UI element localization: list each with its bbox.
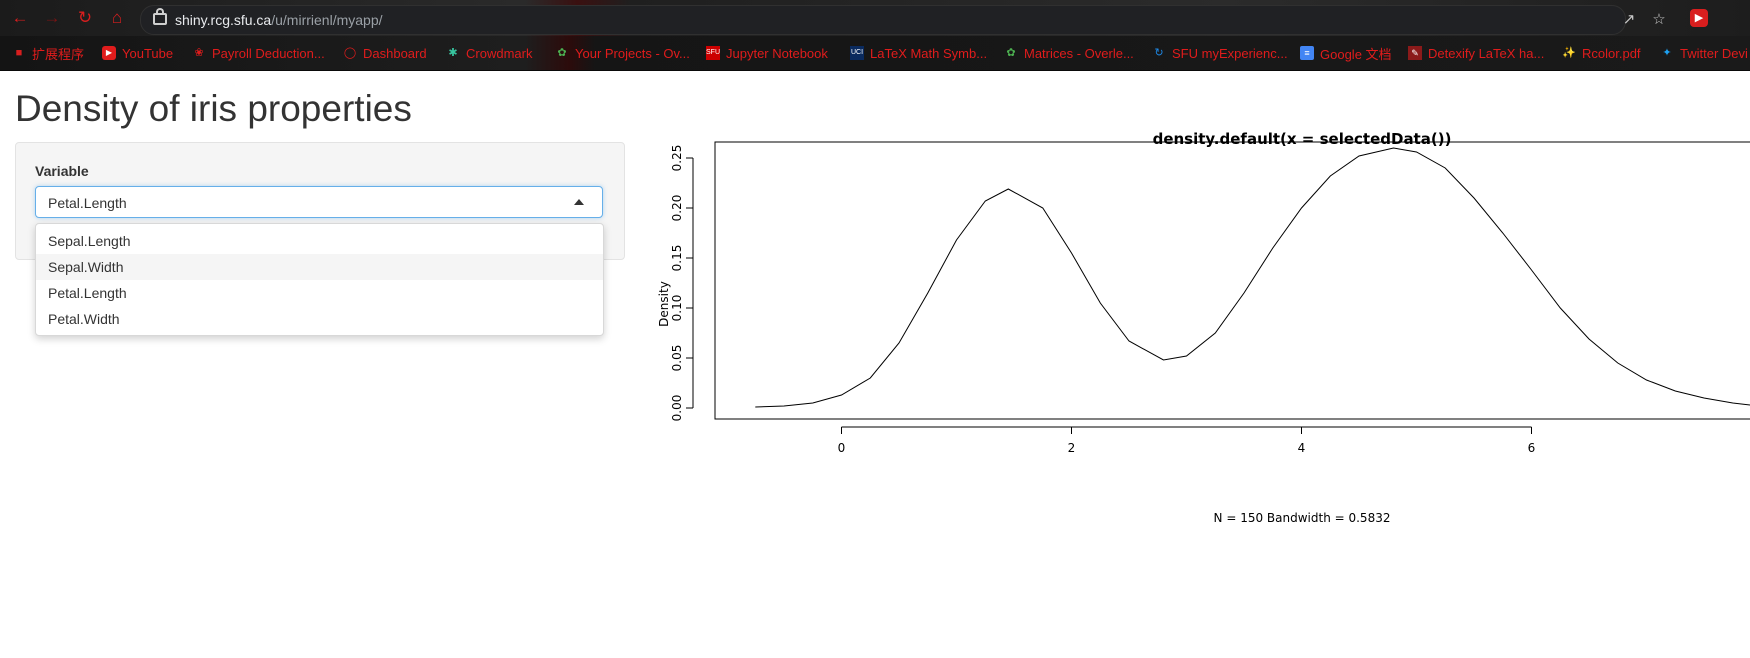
- variable-label: Variable: [35, 163, 89, 179]
- forward-arrow-icon[interactable]: →: [43, 8, 61, 27]
- bookmark-jupyter[interactable]: SFU Jupyter Notebook: [706, 44, 828, 62]
- bookmark-label: Rcolor.pdf: [1582, 45, 1641, 61]
- detexify-icon: ✎: [1408, 46, 1422, 60]
- bookmark-label: Jupyter Notebook: [726, 45, 828, 61]
- variable-dropdown: Sepal.Length Sepal.Width Petal.Length Pe…: [35, 223, 604, 336]
- plot-frame: [714, 141, 1750, 420]
- bookmark-google-docs[interactable]: ≡ Google 文档: [1300, 44, 1392, 62]
- sfu-experience-icon: ↻: [1154, 47, 1164, 59]
- selected-variable: Petal.Length: [48, 195, 127, 211]
- bookmark-youtube[interactable]: ▶ YouTube: [102, 44, 173, 62]
- bookmark-label: Your Projects - Ov...: [575, 45, 690, 61]
- bookmark-label: YouTube: [122, 45, 174, 61]
- bookmark-label: SFU myExperienc...: [1172, 45, 1288, 61]
- x-tick-label: 0: [838, 441, 846, 455]
- bookmark-crowdmark[interactable]: ✱ Crowdmark: [446, 44, 532, 62]
- bookmark-latex-symbols[interactable]: UCI LaTeX Math Symb...: [850, 44, 987, 62]
- url-path: /u/mirrienl/myapp/: [271, 12, 383, 28]
- y-tick-label: 0.20: [670, 195, 684, 222]
- x-tick-label: 6: [1528, 441, 1536, 455]
- url-text[interactable]: shiny.rcg.sfu.ca/u/mirrienl/myapp/: [175, 12, 383, 28]
- maple-leaf-icon: ❀: [194, 47, 204, 59]
- x-tick-label: 2: [1068, 441, 1076, 455]
- extension-icon[interactable]: ▶: [1690, 9, 1708, 27]
- home-icon[interactable]: ⌂: [111, 8, 123, 27]
- uci-icon: UCI: [850, 46, 864, 60]
- crowdmark-icon: ✱: [448, 47, 458, 59]
- y-tick-label: 0.10: [670, 295, 684, 322]
- google-docs-icon: ≡: [1300, 46, 1314, 60]
- youtube-icon: ▶: [102, 46, 116, 60]
- bookmark-dashboard[interactable]: ◯ Dashboard: [343, 44, 427, 62]
- bookmark-label: Dashboard: [363, 45, 427, 61]
- y-tick-label: 0.05: [670, 345, 684, 372]
- option-petal-width[interactable]: Petal.Width: [48, 311, 120, 327]
- bookmark-detexify[interactable]: ✎ Detexify LaTeX ha...: [1408, 44, 1544, 62]
- x-axis: 0 2 4 6: [838, 426, 1536, 455]
- x-axis-label: N = 150 Bandwidth = 0.5832: [1214, 511, 1391, 525]
- sfu-icon: SFU: [706, 46, 720, 60]
- reload-icon[interactable]: ↻: [77, 8, 93, 27]
- bookmark-label: 扩展程序: [32, 46, 85, 62]
- y-tick-label: 0.25: [670, 145, 684, 172]
- bookmark-twitter[interactable]: ✦ Twitter Devi: [1660, 44, 1748, 62]
- option-sepal-length[interactable]: Sepal.Length: [48, 233, 131, 249]
- overleaf-icon: ✿: [557, 47, 567, 59]
- share-icon[interactable]: ↗: [1622, 11, 1636, 28]
- bookmark-rcolor[interactable]: ✨ Rcolor.pdf: [1562, 44, 1641, 62]
- bookmark-label: Detexify LaTeX ha...: [1428, 45, 1545, 61]
- overleaf-icon: ✿: [1006, 47, 1016, 59]
- bookmark-label: Crowdmark: [466, 45, 533, 61]
- option-petal-length[interactable]: Petal.Length: [48, 285, 127, 301]
- caret-up-icon[interactable]: [574, 199, 584, 205]
- address-bar[interactable]: shiny.rcg.sfu.ca/u/mirrienl/myapp/ ↗ ☆: [140, 5, 1666, 35]
- bookmark-payroll[interactable]: ❀ Payroll Deduction...: [192, 44, 325, 62]
- lock-icon: [153, 8, 167, 25]
- bookmark-label: Twitter Devi: [1680, 45, 1748, 61]
- bookmark-label: LaTeX Math Symb...: [870, 45, 988, 61]
- twitter-icon: ✦: [1662, 47, 1672, 59]
- y-tick-label: 0.00: [670, 395, 684, 422]
- pdf-icon: ✨: [1562, 47, 1576, 59]
- y-axis-label: Density: [657, 281, 671, 327]
- bookmark-overleaf-projects[interactable]: ✿ Your Projects - Ov...: [555, 44, 690, 62]
- browser-toolbar: ← → ↻ ⌂ shiny.rcg.sfu.ca/u/mirrienl/myap…: [0, 0, 1750, 36]
- page-title: Density of iris properties: [15, 88, 412, 129]
- star-icon[interactable]: ☆: [1652, 11, 1666, 28]
- density-line: [755, 147, 1750, 408]
- x-tick-label: 4: [1298, 441, 1306, 455]
- dashboard-icon: ◯: [343, 47, 357, 59]
- option-sepal-width[interactable]: Sepal.Width: [36, 254, 603, 280]
- y-tick-label: 0.15: [670, 245, 684, 272]
- puzzle-icon: ■: [15, 47, 23, 59]
- bookmarks-bar: ■ 扩展程序 ▶ YouTube ❀ Payroll Deduction... ◯ Da…: [0, 36, 1750, 71]
- url-host: shiny.rcg.sfu.ca: [175, 12, 272, 28]
- bookmark-overleaf-matrices[interactable]: ✿ Matrices - Overle...: [1004, 44, 1134, 62]
- y-axis: 0.00 0.05 0.10 0.15 0.20 0.25: [670, 145, 694, 422]
- bookmark-label: Matrices - Overle...: [1024, 45, 1134, 61]
- bookmark-label: Google 文档: [1320, 46, 1392, 62]
- bookmark-sfu-myexperience[interactable]: ↻ SFU myExperienc...: [1152, 44, 1288, 62]
- bookmark-label: Payroll Deduction...: [212, 45, 325, 61]
- variable-select[interactable]: Petal.Length: [35, 186, 603, 218]
- density-plot: 0.00 0.05 0.10 0.15 0.20 0.25 0 2 4 6 density.de…: [657, 130, 1750, 525]
- back-arrow-icon[interactable]: ←: [11, 8, 29, 27]
- bookmark-extensions[interactable]: ■ 扩展程序: [12, 44, 84, 62]
- plot-title: density.default(x = selectedData()): [1153, 130, 1452, 148]
